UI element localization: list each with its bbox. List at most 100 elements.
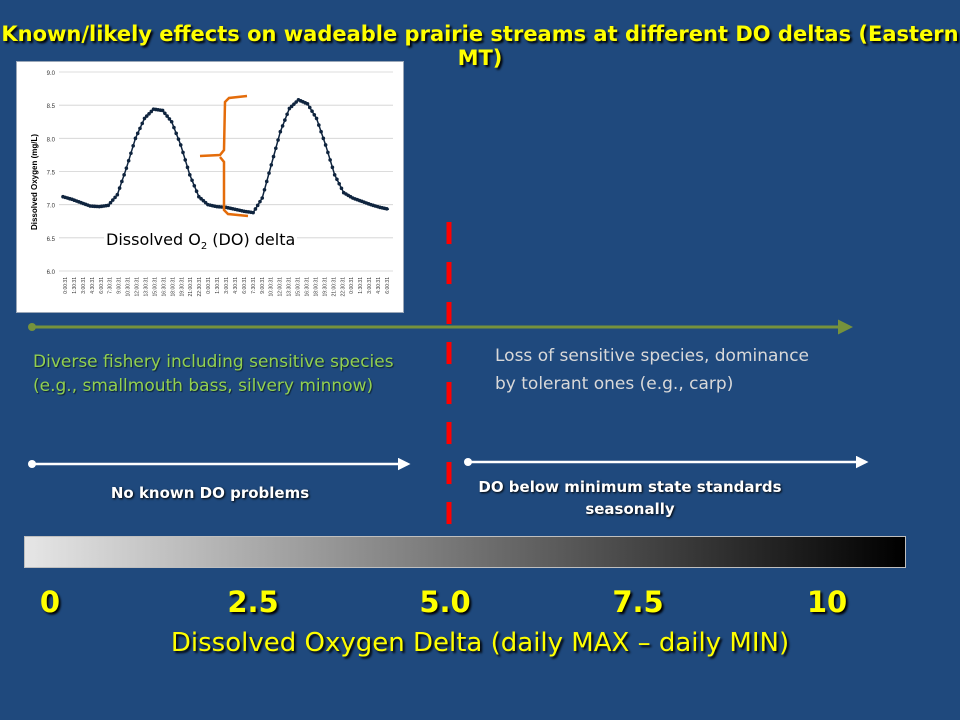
inset-x-tick-label: 3:00:31: [224, 277, 230, 294]
inset-data-point: [276, 138, 280, 142]
inset-data-point: [287, 106, 292, 111]
inset-x-tick-label: 13:30:31: [287, 277, 293, 297]
inset-data-point: [314, 116, 319, 121]
inset-y-tick-label: 9.0: [47, 71, 56, 77]
inset-x-tick-label: 18:00:31: [170, 277, 176, 297]
inset-data-point: [305, 102, 310, 106]
inset-data-point: [258, 199, 262, 204]
inset-data-point: [339, 186, 344, 191]
tolerant-species-line-2: by tolerant ones (e.g., carp): [495, 374, 734, 394]
inset-data-point: [317, 123, 321, 127]
inset-x-tick-label: 22:30:31: [197, 277, 203, 297]
inset-series-points: [61, 98, 389, 215]
below-standards-label: DO below minimum state standards seasona…: [440, 476, 820, 520]
inset-x-tick-label: 16:30:31: [161, 277, 167, 297]
inset-x-tick-label: 22:30:31: [340, 277, 346, 297]
inset-data-point: [106, 203, 111, 208]
inset-data-point: [326, 150, 330, 155]
inset-y-tick-label: 7.0: [47, 204, 56, 210]
inset-data-point: [138, 126, 142, 131]
inset-data-point: [319, 129, 323, 134]
inset-data-point: [312, 112, 317, 117]
inset-x-tick-label: 4:30:31: [376, 277, 382, 294]
inset-data-point: [321, 136, 326, 141]
inset-x-tick-label: 19:30:31: [179, 277, 185, 297]
inset-data-point: [142, 116, 147, 121]
inset-data-point: [267, 171, 271, 175]
inset-data-point: [292, 102, 296, 106]
inset-x-tick-label: 6:00:31: [99, 277, 105, 294]
inset-y-tick-label: 7.5: [47, 171, 56, 177]
inset-data-point: [129, 151, 133, 156]
inset-data-point: [108, 200, 113, 205]
inset-data-point: [307, 105, 312, 110]
inset-data-point: [160, 108, 165, 113]
inset-x-tick-label: 9:00:31: [117, 277, 123, 294]
inset-data-point: [169, 119, 174, 124]
inset-data-point: [274, 146, 278, 151]
inset-data-point: [183, 158, 188, 162]
inset-y-tick-label: 8.5: [47, 104, 56, 110]
inset-data-point: [269, 163, 274, 167]
tolerant-species-text: Loss of sensitive species, dominance by …: [495, 342, 809, 398]
lower-left-arrow-start-dot: [28, 460, 36, 468]
inset-data-point: [251, 210, 255, 215]
inset-data-point: [165, 114, 169, 118]
inset-x-tick-label: 10:30:31: [126, 277, 132, 297]
inset-x-tick-label: 4:30:31: [90, 277, 96, 294]
inset-data-point: [330, 165, 335, 170]
tick-label-5-0: 5.0: [419, 585, 471, 619]
inset-x-tick-label: 16:30:31: [305, 277, 311, 297]
inset-data-point: [124, 166, 129, 170]
annotation-subscript: 2: [200, 241, 208, 253]
inset-x-tick-label: 12:00:31: [278, 277, 284, 297]
inset-data-point: [192, 183, 197, 188]
inset-x-tick-label: 3:00:31: [367, 277, 373, 294]
inset-data-point: [120, 179, 124, 184]
inset-y-tick-label: 6.5: [47, 237, 56, 243]
inset-x-tick-label: 0:00:31: [63, 277, 69, 294]
inset-x-tick-label: 6:00:31: [385, 277, 391, 294]
inset-x-tick-label: 4:30:31: [233, 277, 239, 294]
inset-data-point: [181, 150, 185, 155]
inset-chart-panel: Dissolved Oxygen (mg/L) 9.0 8.5 8.0 7.5 7.0 6…: [16, 61, 404, 313]
inset-x-tick-label: 7:30:31: [251, 277, 257, 294]
inset-data-point: [131, 143, 135, 148]
tick-label-0: 0: [39, 585, 61, 619]
inset-x-tick-label: 18:00:31: [313, 277, 319, 297]
inset-x-tick-label: 9:00:31: [260, 277, 266, 294]
annotation-prefix: Dissolved O: [106, 230, 201, 249]
tick-label-10: 10: [806, 585, 848, 619]
inset-data-point: [140, 121, 145, 126]
inset-data-point: [174, 131, 178, 136]
inset-x-tick-label: 10:30:31: [269, 277, 275, 297]
inset-data-point: [253, 207, 258, 211]
inset-data-point: [176, 137, 181, 141]
inset-x-tick-label: 15:00:31: [296, 277, 302, 297]
upper-arrow-start-dot: [28, 323, 36, 331]
inset-data-point: [163, 111, 167, 116]
inset-data-point: [111, 198, 115, 202]
inset-x-tick-label: 21:00:31: [188, 277, 194, 297]
inset-data-point: [337, 181, 341, 186]
sensitive-species-text: Diverse fishery including sensitive spec…: [33, 350, 394, 398]
inset-data-point: [310, 109, 314, 113]
do-delta-gradient-scale: [24, 536, 906, 568]
below-standards-line-1: DO below minimum state standards: [478, 478, 782, 496]
inset-x-tick-label: 13:30:31: [144, 277, 150, 297]
inset-data-point: [185, 165, 190, 170]
inset-data-point: [133, 136, 138, 141]
sensitive-species-line-2: (e.g., smallmouth bass, silvery minnow): [33, 376, 374, 396]
no-known-problems-label: No known DO problems: [110, 484, 310, 502]
inset-data-point: [187, 173, 192, 177]
inset-data-point: [190, 178, 194, 183]
inset-data-point: [323, 143, 328, 147]
inset-data-point: [283, 118, 287, 122]
inset-y-tick-label: 6.0: [47, 270, 56, 276]
tick-label-2-5: 2.5: [227, 585, 279, 619]
inset-data-point: [280, 124, 285, 128]
inset-data-point: [178, 143, 183, 147]
inset-data-point: [285, 112, 289, 117]
inset-data-point: [194, 189, 199, 194]
